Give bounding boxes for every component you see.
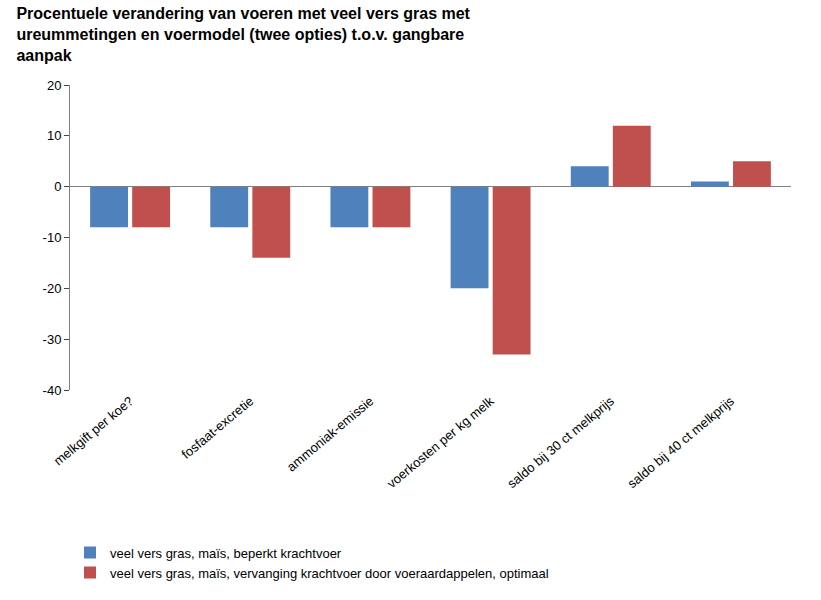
svg-text:melkgift per koe?: melkgift per koe? bbox=[51, 393, 136, 468]
svg-text:20: 20 bbox=[47, 78, 61, 93]
svg-text:10: 10 bbox=[47, 128, 61, 143]
svg-text:fosfaat-excretie: fosfaat-excretie bbox=[179, 393, 257, 462]
svg-text:0: 0 bbox=[54, 179, 61, 194]
svg-text:veel vers gras, maïs, beperkt: veel vers gras, maïs, beperkt krachtvoer bbox=[110, 546, 342, 561]
svg-text:-40: -40 bbox=[43, 383, 62, 398]
svg-text:ammoniak-emissie: ammoniak-emissie bbox=[284, 393, 377, 474]
svg-text:saldo bij 30 ct melkprijs: saldo bij 30 ct melkprijs bbox=[504, 393, 617, 491]
svg-text:-10: -10 bbox=[43, 230, 62, 245]
svg-text:-20: -20 bbox=[43, 281, 62, 296]
svg-text:veel vers gras, maïs, vervangi: veel vers gras, maïs, vervanging krachtv… bbox=[110, 566, 549, 581]
svg-text:saldo bij 40 ct melkprijs: saldo bij 40 ct melkprijs bbox=[624, 393, 737, 491]
svg-text:-30: -30 bbox=[43, 332, 62, 347]
svg-text:voerkosten per kg melk: voerkosten per kg melk bbox=[384, 393, 497, 491]
svg-text:Procentuele verandering van vo: Procentuele verandering van voeren met v… bbox=[16, 5, 470, 64]
